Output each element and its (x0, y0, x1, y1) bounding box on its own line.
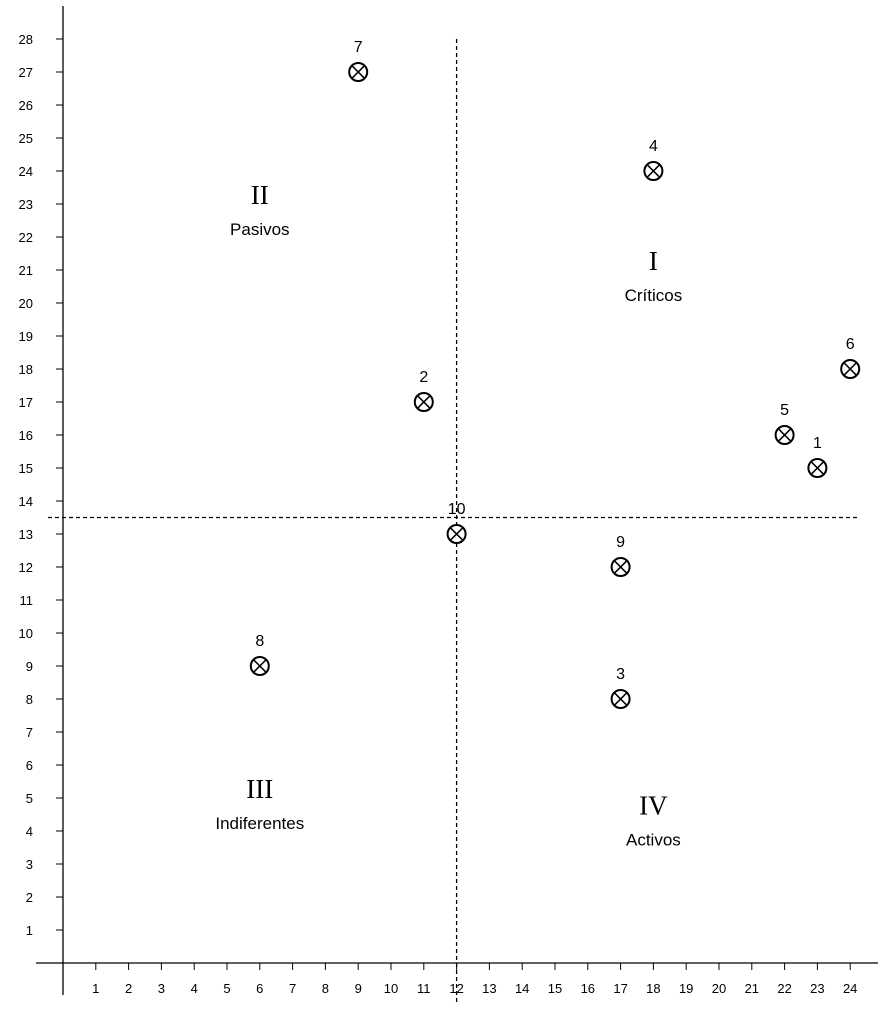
point-label: 7 (354, 39, 363, 56)
y-tick-label: 20 (19, 296, 33, 311)
x-tick-label: 16 (581, 981, 595, 996)
y-tick-label: 27 (19, 65, 33, 80)
quadrant-numeral: I (649, 246, 658, 276)
point-marker-cross (450, 527, 463, 541)
x-tick-label: 21 (745, 981, 759, 996)
x-tick-label: 8 (322, 981, 329, 996)
x-tick-label: 18 (646, 981, 660, 996)
data-points: 1 2 3 4 5 6 7 8 9 10 (249, 39, 861, 709)
point-marker-cross (778, 428, 791, 442)
data-point: 4 (643, 138, 664, 181)
point-label: 2 (419, 369, 428, 386)
y-tick-label: 7 (26, 725, 33, 740)
data-point: 3 (610, 666, 631, 709)
point-label: 6 (846, 336, 855, 353)
x-tick-label: 24 (843, 981, 857, 996)
x-tick-label: 19 (679, 981, 693, 996)
x-tick-label: 23 (810, 981, 824, 996)
point-marker-cross (351, 65, 365, 79)
data-point: 6 (840, 336, 861, 379)
y-tick-label: 5 (26, 791, 33, 806)
x-tick-label: 22 (777, 981, 791, 996)
y-tick-label: 2 (26, 890, 33, 905)
y-tick-label: 13 (19, 527, 33, 542)
point-marker-cross (417, 395, 431, 409)
data-point: 2 (413, 369, 434, 412)
y-tick-label: 14 (19, 494, 33, 509)
point-label: 3 (616, 666, 625, 683)
quadrant-numeral: III (246, 774, 273, 804)
x-tick-label: 13 (482, 981, 496, 996)
y-tick-label: 28 (19, 32, 33, 47)
x-tick-label: 17 (613, 981, 627, 996)
point-marker-cross (811, 461, 824, 475)
y-tick-label: 19 (19, 329, 33, 344)
point-marker-cross (614, 560, 627, 574)
quadrant-numeral: IV (639, 791, 668, 821)
data-point: 9 (610, 534, 631, 577)
quadrant-name: Indiferentes (215, 814, 304, 833)
y-tick-label: 10 (19, 626, 33, 641)
point-marker-cross (253, 659, 267, 673)
point-label: 9 (616, 534, 625, 551)
x-tick-label: 5 (223, 981, 230, 996)
y-tick-label: 15 (19, 461, 33, 476)
y-tick-label: 8 (26, 692, 33, 707)
x-tick-label: 4 (191, 981, 198, 996)
y-tick-label: 16 (19, 428, 33, 443)
y-tick-label: 11 (20, 593, 34, 608)
point-marker-cross (614, 692, 627, 706)
x-tick-label: 3 (158, 981, 165, 996)
x-tick-label: 2 (125, 981, 132, 996)
quadrant-name: Activos (626, 831, 681, 850)
quadrant-dividers (48, 39, 860, 1003)
data-point: 5 (774, 402, 795, 445)
x-tick-label: 6 (256, 981, 263, 996)
data-point: 10 (446, 501, 467, 544)
y-tick-label: 24 (19, 164, 33, 179)
x-tick-label: 12 (449, 981, 463, 996)
y-tick-label: 22 (19, 230, 33, 245)
y-tick-label: 23 (19, 197, 33, 212)
x-tick-label: 11 (417, 981, 431, 996)
quadrant-name: Pasivos (230, 220, 290, 239)
point-label: 5 (780, 402, 789, 419)
point-label: 10 (448, 501, 466, 518)
x-tick-label: 9 (355, 981, 362, 996)
x-axis-ticks: 1 2 3 4 5 6 7 8 9 10 11 12 13 14 15 16 17 18 19 20 21 22 23 24 (92, 963, 857, 996)
data-point: 7 (348, 39, 369, 82)
y-tick-label: 25 (19, 131, 33, 146)
quadrant-numeral: II (251, 180, 269, 210)
quadrant-labels: I Críticos II Pasivos III Indiferentes IV Activ… (215, 180, 682, 850)
y-tick-label: 26 (19, 98, 33, 113)
y-tick-label: 12 (19, 560, 33, 575)
x-tick-label: 15 (548, 981, 562, 996)
y-tick-label: 1 (26, 923, 33, 938)
data-point: 8 (249, 633, 270, 676)
y-tick-label: 4 (26, 824, 33, 839)
x-tick-label: 20 (712, 981, 726, 996)
point-label: 8 (255, 633, 264, 650)
y-tick-label: 18 (19, 362, 33, 377)
y-tick-label: 21 (19, 263, 33, 278)
y-axis-ticks: 1234567891011121314151617181920212223242… (19, 32, 63, 938)
point-label: 4 (649, 138, 658, 155)
quadrant-name: Críticos (625, 286, 683, 305)
point-label: 1 (813, 435, 822, 452)
y-tick-label: 9 (26, 659, 33, 674)
x-tick-label: 14 (515, 981, 529, 996)
x-tick-label: 1 (92, 981, 99, 996)
point-marker-cross (843, 362, 857, 376)
point-marker-cross (647, 164, 660, 178)
data-point: 1 (807, 435, 828, 478)
y-tick-label: 6 (26, 758, 33, 773)
x-tick-label: 7 (289, 981, 296, 996)
x-tick-label: 10 (384, 981, 398, 996)
y-tick-label: 17 (19, 395, 33, 410)
y-tick-label: 3 (26, 857, 33, 872)
